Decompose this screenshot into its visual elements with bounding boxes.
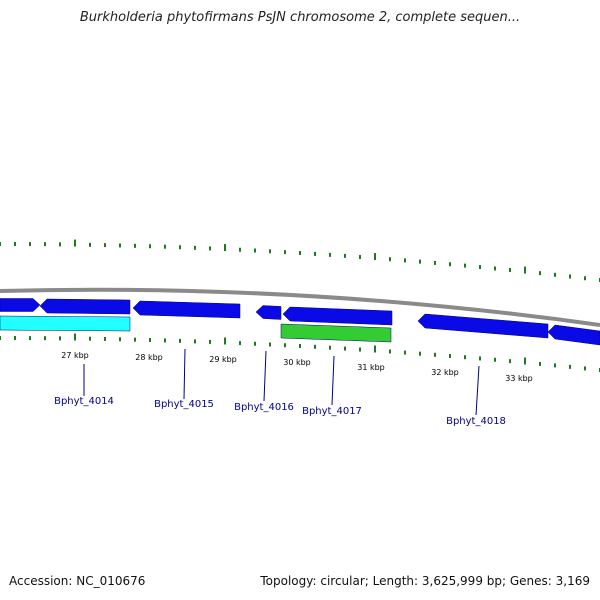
chromosome-backbone (0, 287, 600, 327)
genome-summary: Topology: circular; Length: 3,625,999 bp… (260, 574, 590, 588)
kbp-label: 31 kbp (357, 363, 385, 372)
gene-label: Bphyt_4017 (302, 406, 362, 417)
label-leader (475, 365, 480, 416)
gene-arrow (417, 313, 549, 339)
kbp-label: 28 kbp (135, 353, 163, 362)
gene-arrow (282, 306, 393, 326)
gene-block (280, 323, 392, 343)
label-leader (263, 350, 267, 402)
gene-label: Bphyt_4014 (54, 396, 114, 407)
gene-label: Bphyt_4015 (154, 399, 214, 410)
inner-tick-track (0, 333, 600, 372)
kbp-label: 30 kbp (283, 358, 311, 367)
map-title: Burkholderia phytofirmans PsJN chromosom… (79, 10, 521, 25)
gene-label: Bphyt_4018 (446, 416, 506, 427)
outer-tick-track (0, 239, 600, 282)
kbp-label: 33 kbp (505, 374, 533, 383)
label-leader (183, 348, 186, 400)
gene-block (0, 315, 131, 332)
gene-labels: Bphyt_4014 Bphyt_4015 Bphyt_4016 Bphyt_4017… (54, 396, 506, 427)
kbp-label: 32 kbp (431, 368, 459, 377)
gene-arrow (547, 324, 600, 346)
gene-label: Bphyt_4016 (234, 402, 294, 413)
gene-track (0, 298, 600, 346)
label-leader (331, 355, 335, 406)
kbp-scale: 27 kbp 28 kbp 29 kbp 30 kbp 31 kbp 32 kbp 33 k… (61, 351, 533, 383)
kbp-label: 29 kbp (209, 355, 237, 364)
gene-arrow (132, 300, 241, 319)
gene-arrow (0, 298, 41, 312)
gene-arrow (255, 305, 282, 320)
label-leaders (83, 348, 480, 416)
kbp-label: 27 kbp (61, 351, 89, 360)
accession-text: Accession: NC_010676 (9, 574, 146, 588)
gene-arrow (39, 298, 131, 315)
